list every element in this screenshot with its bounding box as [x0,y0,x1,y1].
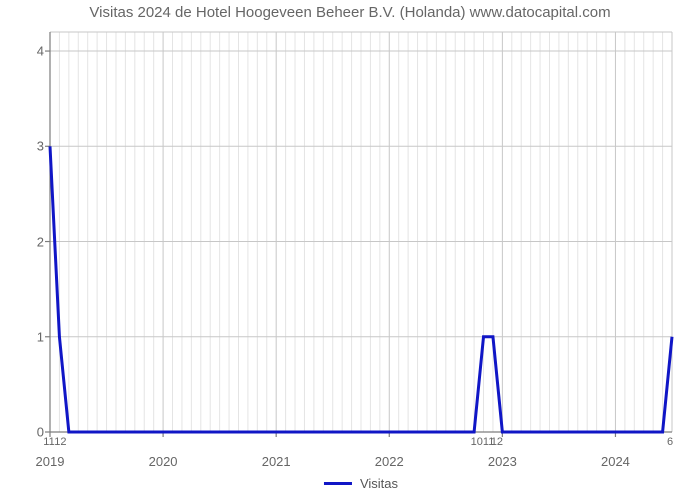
x-tick-label: 2019 [36,454,65,469]
point-label: 12 [491,436,503,448]
y-tick-label: 2 [22,234,44,249]
plot-svg [50,32,672,432]
point-label: 6 [667,436,673,448]
chart-container: Visitas 2024 de Hotel Hoogeveen Beheer B… [0,0,700,500]
x-tick-label: 2023 [488,454,517,469]
point-label: 11 [43,436,54,448]
y-tick-label: 0 [22,425,44,440]
legend-swatch [324,482,352,485]
x-tick-label: 2022 [375,454,404,469]
x-tick-label: 2024 [601,454,630,469]
legend-label: Visitas [360,476,398,491]
chart-title: Visitas 2024 de Hotel Hoogeveen Beheer B… [0,4,700,21]
legend: Visitas [324,476,398,491]
y-tick-label: 4 [22,44,44,59]
plot-area [50,32,672,432]
y-tick-label: 3 [22,139,44,154]
y-tick-label: 1 [22,329,44,344]
x-tick-label: 2021 [262,454,291,469]
point-label: 12 [54,436,66,448]
x-tick-label: 2020 [149,454,178,469]
